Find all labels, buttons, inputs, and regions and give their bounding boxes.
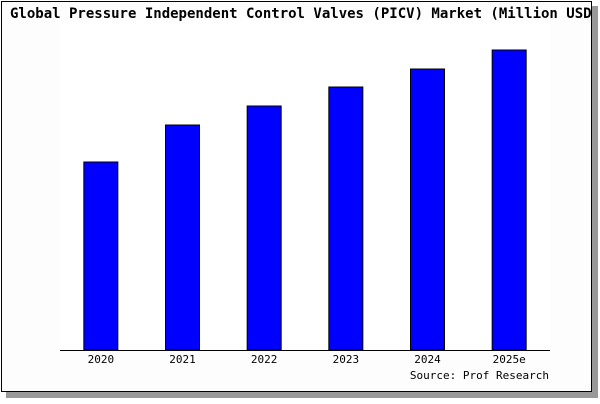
x-tick-label: 2023 — [333, 353, 360, 366]
x-tick-label: 2024 — [414, 353, 441, 366]
x-tick-label: 2021 — [169, 353, 196, 366]
bar — [410, 68, 445, 351]
bar — [328, 86, 364, 351]
x-tick-label: 2020 — [88, 353, 115, 366]
chart-title: Global Pressure Independent Control Valv… — [10, 6, 600, 22]
source-note: Source: Prof Research — [410, 369, 549, 382]
bar — [165, 124, 200, 351]
bar — [83, 161, 119, 351]
x-tick-label: 2022 — [251, 353, 278, 366]
plot-area — [60, 20, 550, 350]
bar — [491, 49, 527, 351]
x-tick-label: 2025e — [493, 353, 526, 366]
bar — [246, 105, 282, 351]
